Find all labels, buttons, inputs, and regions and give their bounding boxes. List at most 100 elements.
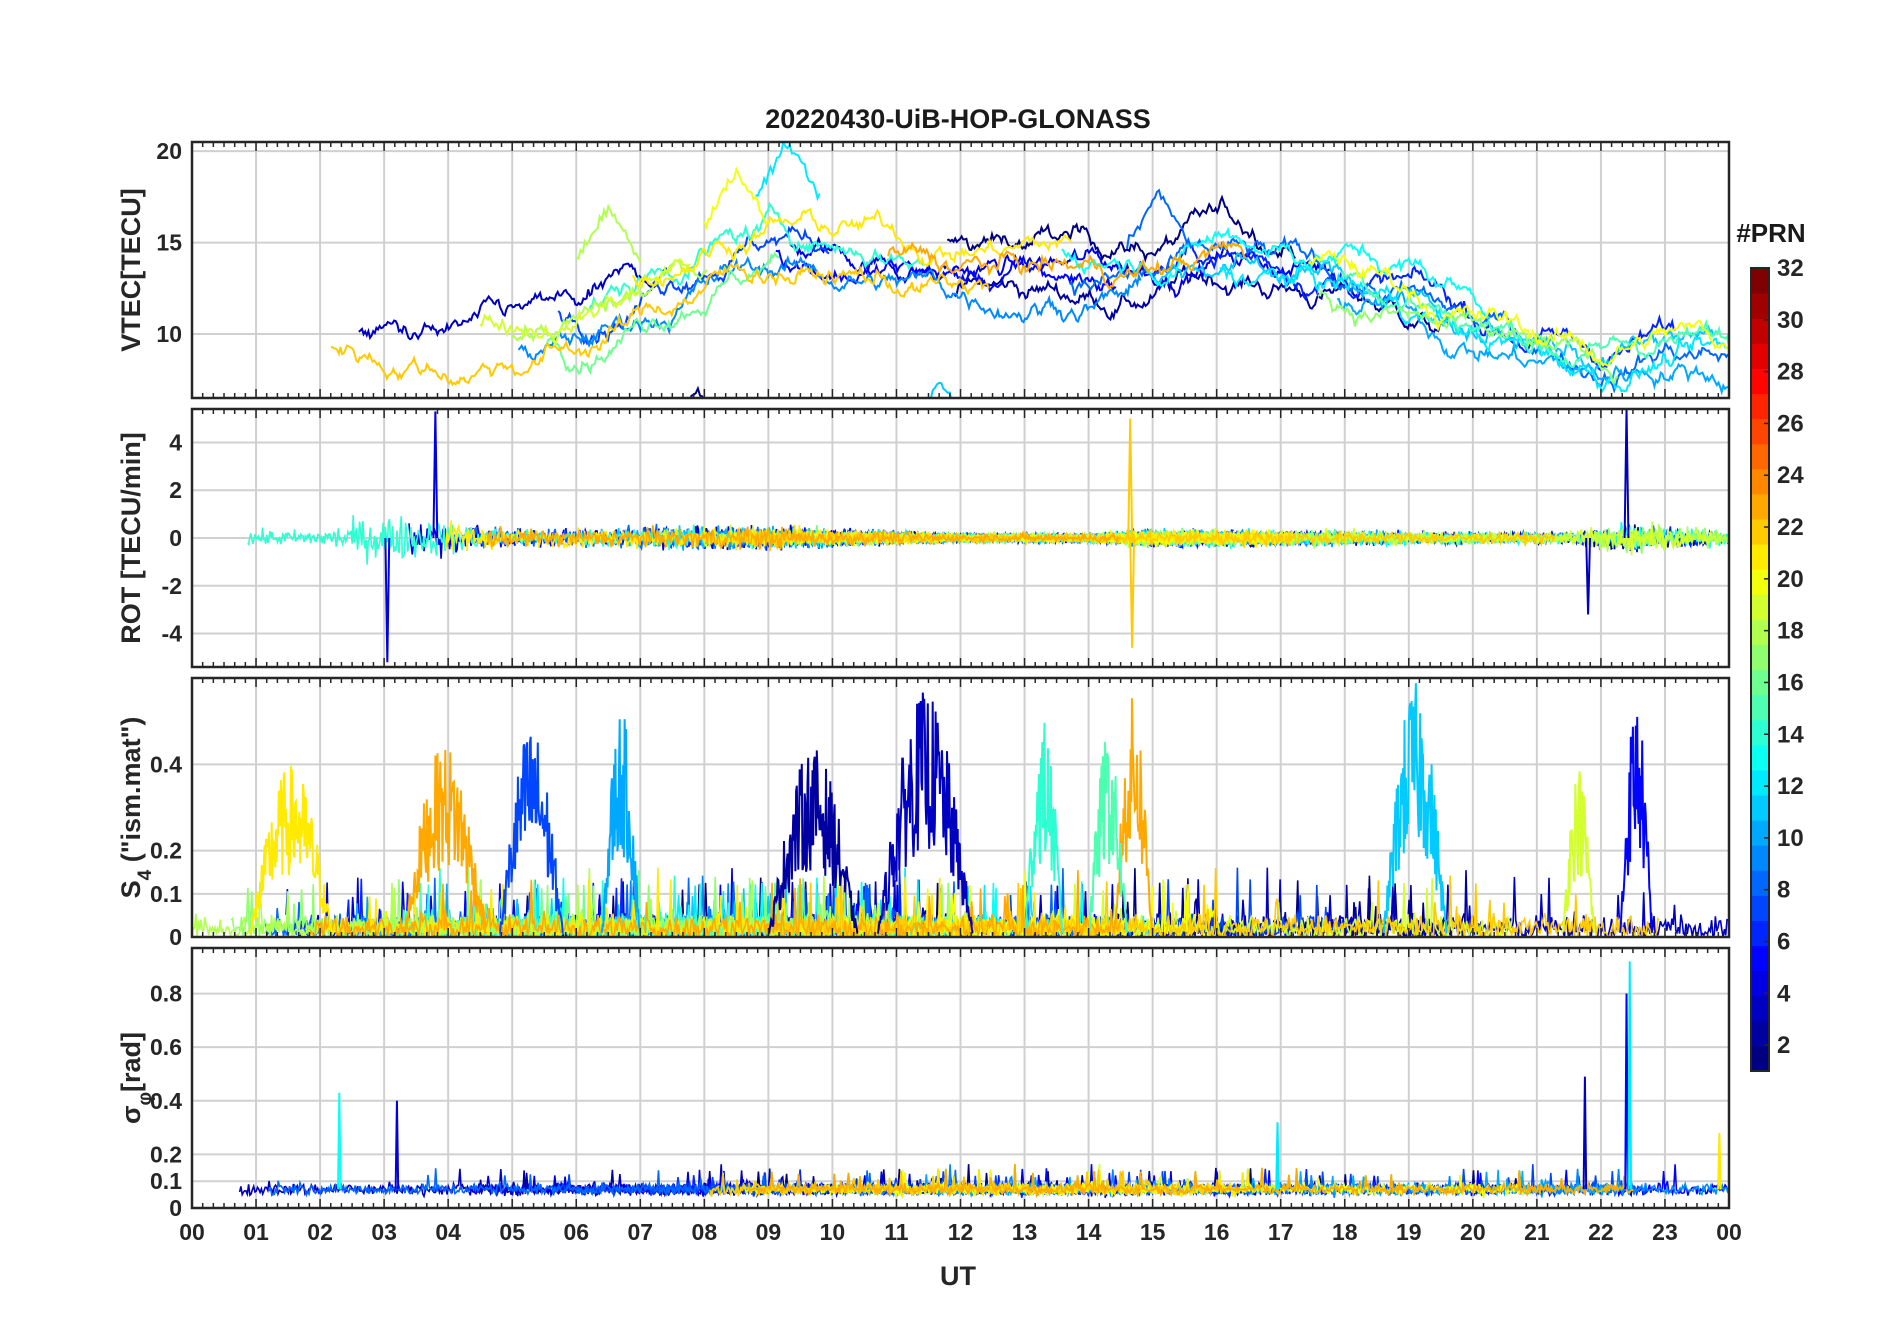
s4-burst	[600, 719, 642, 933]
s4-burst	[1113, 698, 1154, 933]
vtec-series-line	[330, 262, 990, 387]
vtec-ytick-label: 20	[156, 138, 182, 164]
colorbar-segment	[1751, 468, 1769, 495]
rot-series-line	[445, 520, 1295, 552]
colorbar-segment	[1751, 719, 1769, 746]
colorbar-tick-label: 28	[1777, 359, 1804, 386]
vtec-highlight-line	[703, 165, 770, 231]
x-tick-label: 12	[948, 1219, 974, 1245]
vtec-series	[330, 142, 1729, 398]
x-tick-label: 16	[1204, 1219, 1230, 1245]
x-tick-label: 04	[435, 1219, 461, 1245]
x-tick-label: 21	[1524, 1219, 1550, 1245]
colorbar-tick-label: 24	[1777, 462, 1804, 489]
x-tick-label: 00	[1716, 1219, 1742, 1245]
s4-ytick-label: 0.4	[150, 751, 182, 777]
rot-spike	[1127, 418, 1134, 539]
x-tick-label: 20	[1460, 1219, 1486, 1245]
s4-ytick-label: 0.1	[150, 881, 182, 907]
colorbar-segment	[1751, 594, 1769, 620]
s4-grid	[192, 678, 1729, 938]
x-tick-label: 15	[1140, 1219, 1166, 1245]
colorbar-tick-label: 32	[1777, 255, 1804, 282]
colorbar-segment	[1751, 418, 1769, 445]
colorbar-tick-label: 30	[1777, 307, 1804, 334]
sigma-spike	[1582, 1076, 1588, 1190]
s4-burst	[877, 692, 974, 934]
rot-spike	[1585, 537, 1592, 615]
colorbar-segment	[1751, 769, 1769, 796]
colorbar-segment	[1751, 694, 1769, 721]
vtec-series-line	[1317, 289, 1619, 385]
x-tick-label: 18	[1332, 1219, 1358, 1245]
sigma-spike	[1627, 961, 1633, 1190]
sigma_phi-ytick-label: 0	[169, 1195, 182, 1221]
x-tick-label: 10	[820, 1219, 846, 1245]
colorbar-segment	[1751, 1045, 1769, 1072]
vtec-ticks	[191, 142, 1730, 398]
colorbar-segment	[1751, 343, 1769, 369]
x-tick-label: 09	[756, 1219, 782, 1245]
colorbar-tick-label: 22	[1777, 514, 1804, 541]
x-tick-label: 08	[692, 1219, 718, 1245]
colorbar-segment	[1751, 970, 1769, 997]
vtec-series-line	[1061, 226, 1490, 319]
colorbar-tick-label: 20	[1777, 566, 1804, 593]
sigma_phi-series	[238, 961, 1729, 1199]
colorbar-tick-label: 2	[1777, 1032, 1790, 1059]
colorbar-segment	[1751, 794, 1769, 821]
s4-ytick-label: 0.2	[150, 838, 182, 864]
sigma_phi-grid	[192, 948, 1729, 1209]
x-tick-label: 02	[307, 1219, 333, 1245]
vtec-series-line	[775, 249, 1117, 293]
colorbar-segment	[1751, 318, 1769, 344]
colorbar-segment	[1751, 995, 1769, 1022]
colorbar-segment	[1751, 293, 1769, 319]
vtec-ylabel: VTEC[TECU]	[116, 188, 146, 352]
s4-burst	[1382, 683, 1448, 934]
x-tick-label: 05	[499, 1219, 525, 1245]
rot-series-line	[486, 525, 1120, 550]
sigma_phi-ticks	[191, 948, 1730, 1208]
colorbar-tick-label: 6	[1777, 928, 1790, 955]
colorbar-segment	[1751, 493, 1769, 520]
vtec-series-line	[1136, 242, 1676, 372]
colorbar-segment	[1751, 669, 1769, 696]
vtec-series-line	[1219, 264, 1729, 393]
sigma-spike	[337, 1092, 342, 1190]
s4-burst	[768, 750, 859, 934]
colorbar-segment	[1751, 920, 1769, 947]
colorbar-segment	[1751, 945, 1769, 972]
sigma-series-line	[747, 1164, 1634, 1198]
colorbar-segment	[1751, 1020, 1769, 1047]
x-tick-label: 13	[1012, 1219, 1038, 1245]
x-tick-label: 00	[179, 1219, 205, 1245]
s4-burst	[1561, 771, 1596, 933]
vtec-series-line	[1153, 252, 1716, 373]
x-tick-label: 22	[1588, 1219, 1614, 1245]
rot-grid	[192, 409, 1729, 667]
colorbar-segment	[1751, 544, 1769, 570]
colorbar-tick-label: 18	[1777, 618, 1804, 645]
vtec-series-line	[887, 239, 1247, 291]
colorbar-segment	[1751, 268, 1769, 294]
vtec-series-line	[1337, 289, 1729, 396]
colorbar-tick-label: 4	[1777, 980, 1791, 1007]
sigma-spike	[1624, 993, 1629, 1190]
colorbar-segment	[1751, 569, 1769, 595]
rot-series	[247, 409, 1729, 663]
colorbar-segment	[1751, 895, 1769, 922]
x-axis-tick-labels: 00 01 02 03 04 05 06 07 08 09 10 11 12 13 14 15 16 17 18 19…	[179, 1219, 1742, 1245]
colorbar-segment	[1751, 820, 1769, 846]
vtec-ytick-label: 10	[156, 321, 182, 347]
colorbar-segment	[1751, 644, 1769, 671]
s4-burst	[499, 736, 564, 934]
chart-title: 20220430-UiB-HOP-GLONASS	[765, 104, 1151, 134]
colorbar-segment	[1751, 744, 1769, 771]
vtec-series-line	[631, 207, 1072, 289]
panel-s4: 0 0.1 0.2 0.4S4 ("ism.mat")	[116, 676, 1731, 950]
colorbar-segment	[1751, 368, 1769, 395]
s4-burst	[1619, 716, 1654, 933]
rot-ytick-label: 4	[169, 429, 182, 455]
